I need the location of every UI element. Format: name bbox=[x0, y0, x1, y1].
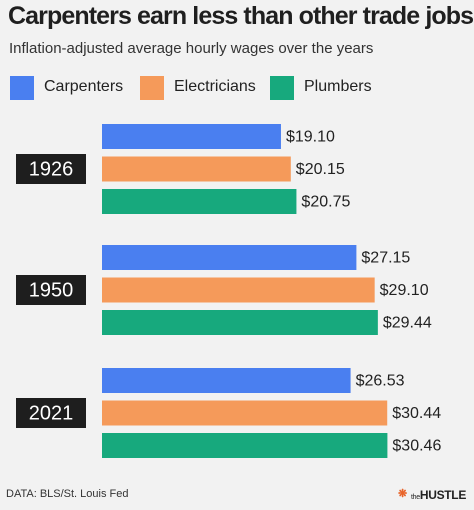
bar-electricians-1926 bbox=[102, 156, 291, 182]
bar-electricians-1950 bbox=[102, 277, 375, 303]
bar-electricians-2021 bbox=[102, 400, 388, 426]
chart-subtitle: Inflation-adjusted average hourly wages … bbox=[9, 40, 374, 57]
value-label-electricians-1926: $20.15 bbox=[296, 161, 345, 178]
year-label-1926: 1926 bbox=[29, 158, 74, 180]
legend-label-electricians: Electricians bbox=[174, 78, 256, 95]
legend-swatch-plumbers bbox=[270, 76, 294, 100]
year-label-1950: 1950 bbox=[29, 279, 74, 301]
value-label-carpenters-1950: $27.15 bbox=[361, 250, 410, 267]
year-label-box-1926 bbox=[16, 154, 86, 184]
year-label-box-2021 bbox=[16, 398, 86, 428]
value-label-electricians-2021: $30.44 bbox=[392, 405, 441, 422]
value-label-plumbers-1926: $20.75 bbox=[301, 194, 350, 211]
value-label-carpenters-2021: $26.53 bbox=[356, 373, 405, 390]
bar-carpenters-1926 bbox=[102, 124, 281, 149]
bar-carpenters-2021 bbox=[102, 368, 351, 393]
value-label-electricians-1950: $29.10 bbox=[380, 282, 429, 299]
bar-plumbers-1926 bbox=[102, 189, 297, 214]
year-label-box-1950 bbox=[16, 275, 86, 305]
hubspot-sprocket-icon: ❋ bbox=[398, 488, 408, 500]
bar-carpenters-1950 bbox=[102, 245, 357, 270]
logo-prefix: the bbox=[411, 494, 420, 501]
legend-label-carpenters: Carpenters bbox=[44, 78, 124, 95]
chart-title: Carpenters earn less than other trade jo… bbox=[8, 2, 474, 30]
legend-swatch-carpenters bbox=[10, 76, 34, 100]
bar-plumbers-2021 bbox=[102, 433, 388, 458]
year-label-2021: 2021 bbox=[29, 402, 74, 424]
logo-name: HUSTLE bbox=[419, 488, 467, 502]
bar-plumbers-1950 bbox=[102, 310, 378, 335]
data-source: DATA: BLS/St. Louis Fed bbox=[6, 488, 129, 500]
legend-label-plumbers: Plumbers bbox=[304, 78, 372, 95]
value-label-plumbers-1950: $29.44 bbox=[383, 315, 432, 332]
value-label-carpenters-1926: $19.10 bbox=[286, 129, 335, 146]
value-label-plumbers-2021: $30.46 bbox=[392, 438, 441, 455]
legend-swatch-electricians bbox=[140, 76, 164, 100]
publisher-logo: theHUSTLE bbox=[411, 488, 466, 502]
